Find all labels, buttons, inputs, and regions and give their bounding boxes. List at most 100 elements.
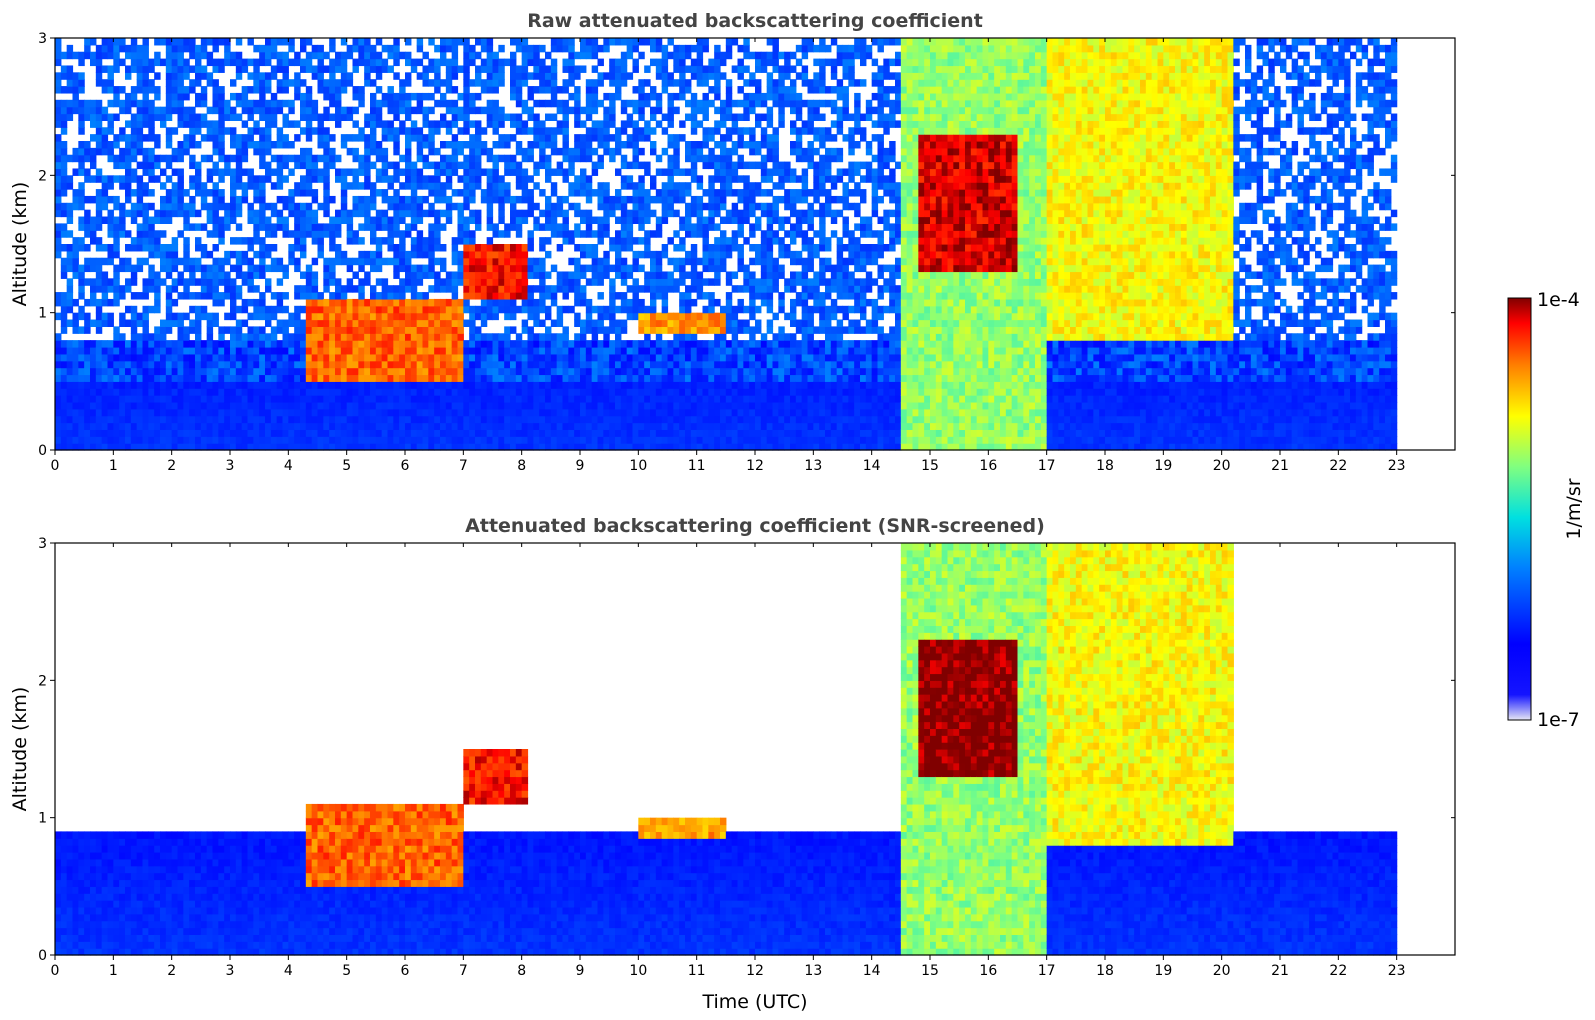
heatmap-cell [615,381,622,389]
heatmap-cell [253,209,260,218]
heatmap-cell [230,436,237,444]
heatmap-cell [533,422,540,430]
heatmap-cell [160,333,167,341]
heatmap-cell [480,285,488,293]
heatmap-cell [428,429,435,437]
heatmap-cell [480,292,488,300]
heatmap-cell [690,127,698,135]
heatmap-cell [282,65,289,73]
heatmap-cell [171,278,179,286]
heatmap-cell [434,436,441,444]
heatmap-cell [469,333,476,341]
heatmap-cell [410,271,418,279]
heatmap-cell [311,333,319,341]
heatmap-cell [661,360,669,369]
heatmap-cell [381,209,389,218]
heatmap-cell [101,367,109,376]
heatmap-cell [305,278,313,286]
heatmap-cell [510,285,517,293]
heatmap-cell [247,408,254,417]
heatmap-cell [247,415,254,424]
heatmap-cell [305,312,313,321]
heatmap-cell [305,326,313,334]
heatmap-cell [410,127,418,135]
heatmap-cell [265,360,272,369]
heatmap-cell [381,305,389,314]
heatmap-cell [235,443,243,451]
heatmap-cell [206,250,214,259]
heatmap-cell [550,79,558,87]
heatmap-cell [294,161,301,170]
heatmap-cell [638,189,645,197]
heatmap-cell [655,401,663,410]
heatmap-cell [650,305,657,314]
heatmap-cell [690,230,698,238]
heatmap-cell [136,415,144,424]
heatmap-cell [270,264,278,273]
heatmap-cell [364,141,371,149]
heatmap-cell [673,340,680,348]
heatmap-cell [515,38,523,46]
heatmap-cell [475,161,482,170]
heatmap-cell [550,353,558,362]
heatmap-cell [142,161,149,170]
heatmap-cell [352,106,359,115]
heatmap-cell [241,429,249,437]
heatmap-cell [346,134,354,142]
heatmap-cell [95,388,103,396]
heatmap-cell [72,271,79,279]
heatmap-cell [95,202,103,211]
heatmap-cell [603,374,610,382]
heatmap-cell [230,250,237,259]
heatmap-cell [370,292,377,300]
heatmap-cell [428,367,435,376]
heatmap-cell [521,292,529,300]
heatmap-cell [527,86,534,94]
heatmap-cell [381,360,389,369]
heatmap-cell [235,195,243,204]
heatmap-cell [603,333,610,341]
heatmap-cell [597,99,604,108]
heatmap-cell [171,340,179,348]
heatmap-cell [160,257,167,266]
heatmap-cell [60,168,68,176]
heatmap-cell [597,326,604,334]
heatmap-cell [399,395,406,403]
heatmap-cell [364,134,371,142]
heatmap-cell [270,436,278,444]
heatmap-cell [667,340,674,348]
heatmap-cell [253,72,260,80]
heatmap-cell [358,195,365,204]
heatmap-cell [679,223,686,231]
heatmap-cell [457,395,464,403]
heatmap-cell [661,189,669,197]
heatmap-cell [136,230,144,238]
heatmap-cell [644,429,651,437]
heatmap-cell [66,175,74,183]
heatmap-cell [556,381,564,389]
heatmap-cell [457,388,464,396]
heatmap-cell [130,237,138,245]
heatmap-cell [480,257,488,266]
heatmap-cell [492,58,499,67]
heatmap-cell [212,347,219,355]
heatmap-cell [515,223,523,231]
heatmap-cell [655,353,663,362]
heatmap-cell [644,374,651,382]
heatmap-cell [200,189,208,197]
heatmap-cell [510,65,517,73]
heatmap-cell [585,189,593,197]
heatmap-cell [346,436,354,444]
heatmap-cell [154,72,161,80]
heatmap-cell [545,237,552,245]
heatmap-cell [690,395,698,403]
heatmap-cell [393,298,400,307]
heatmap-cell [469,79,476,87]
heatmap-cell [463,278,470,286]
heatmap-cell [405,161,412,170]
heatmap-cell [591,134,599,142]
heatmap-cell [626,443,634,451]
heatmap-cell [84,319,91,327]
heatmap-cell [311,340,319,348]
heatmap-cell [171,106,179,115]
